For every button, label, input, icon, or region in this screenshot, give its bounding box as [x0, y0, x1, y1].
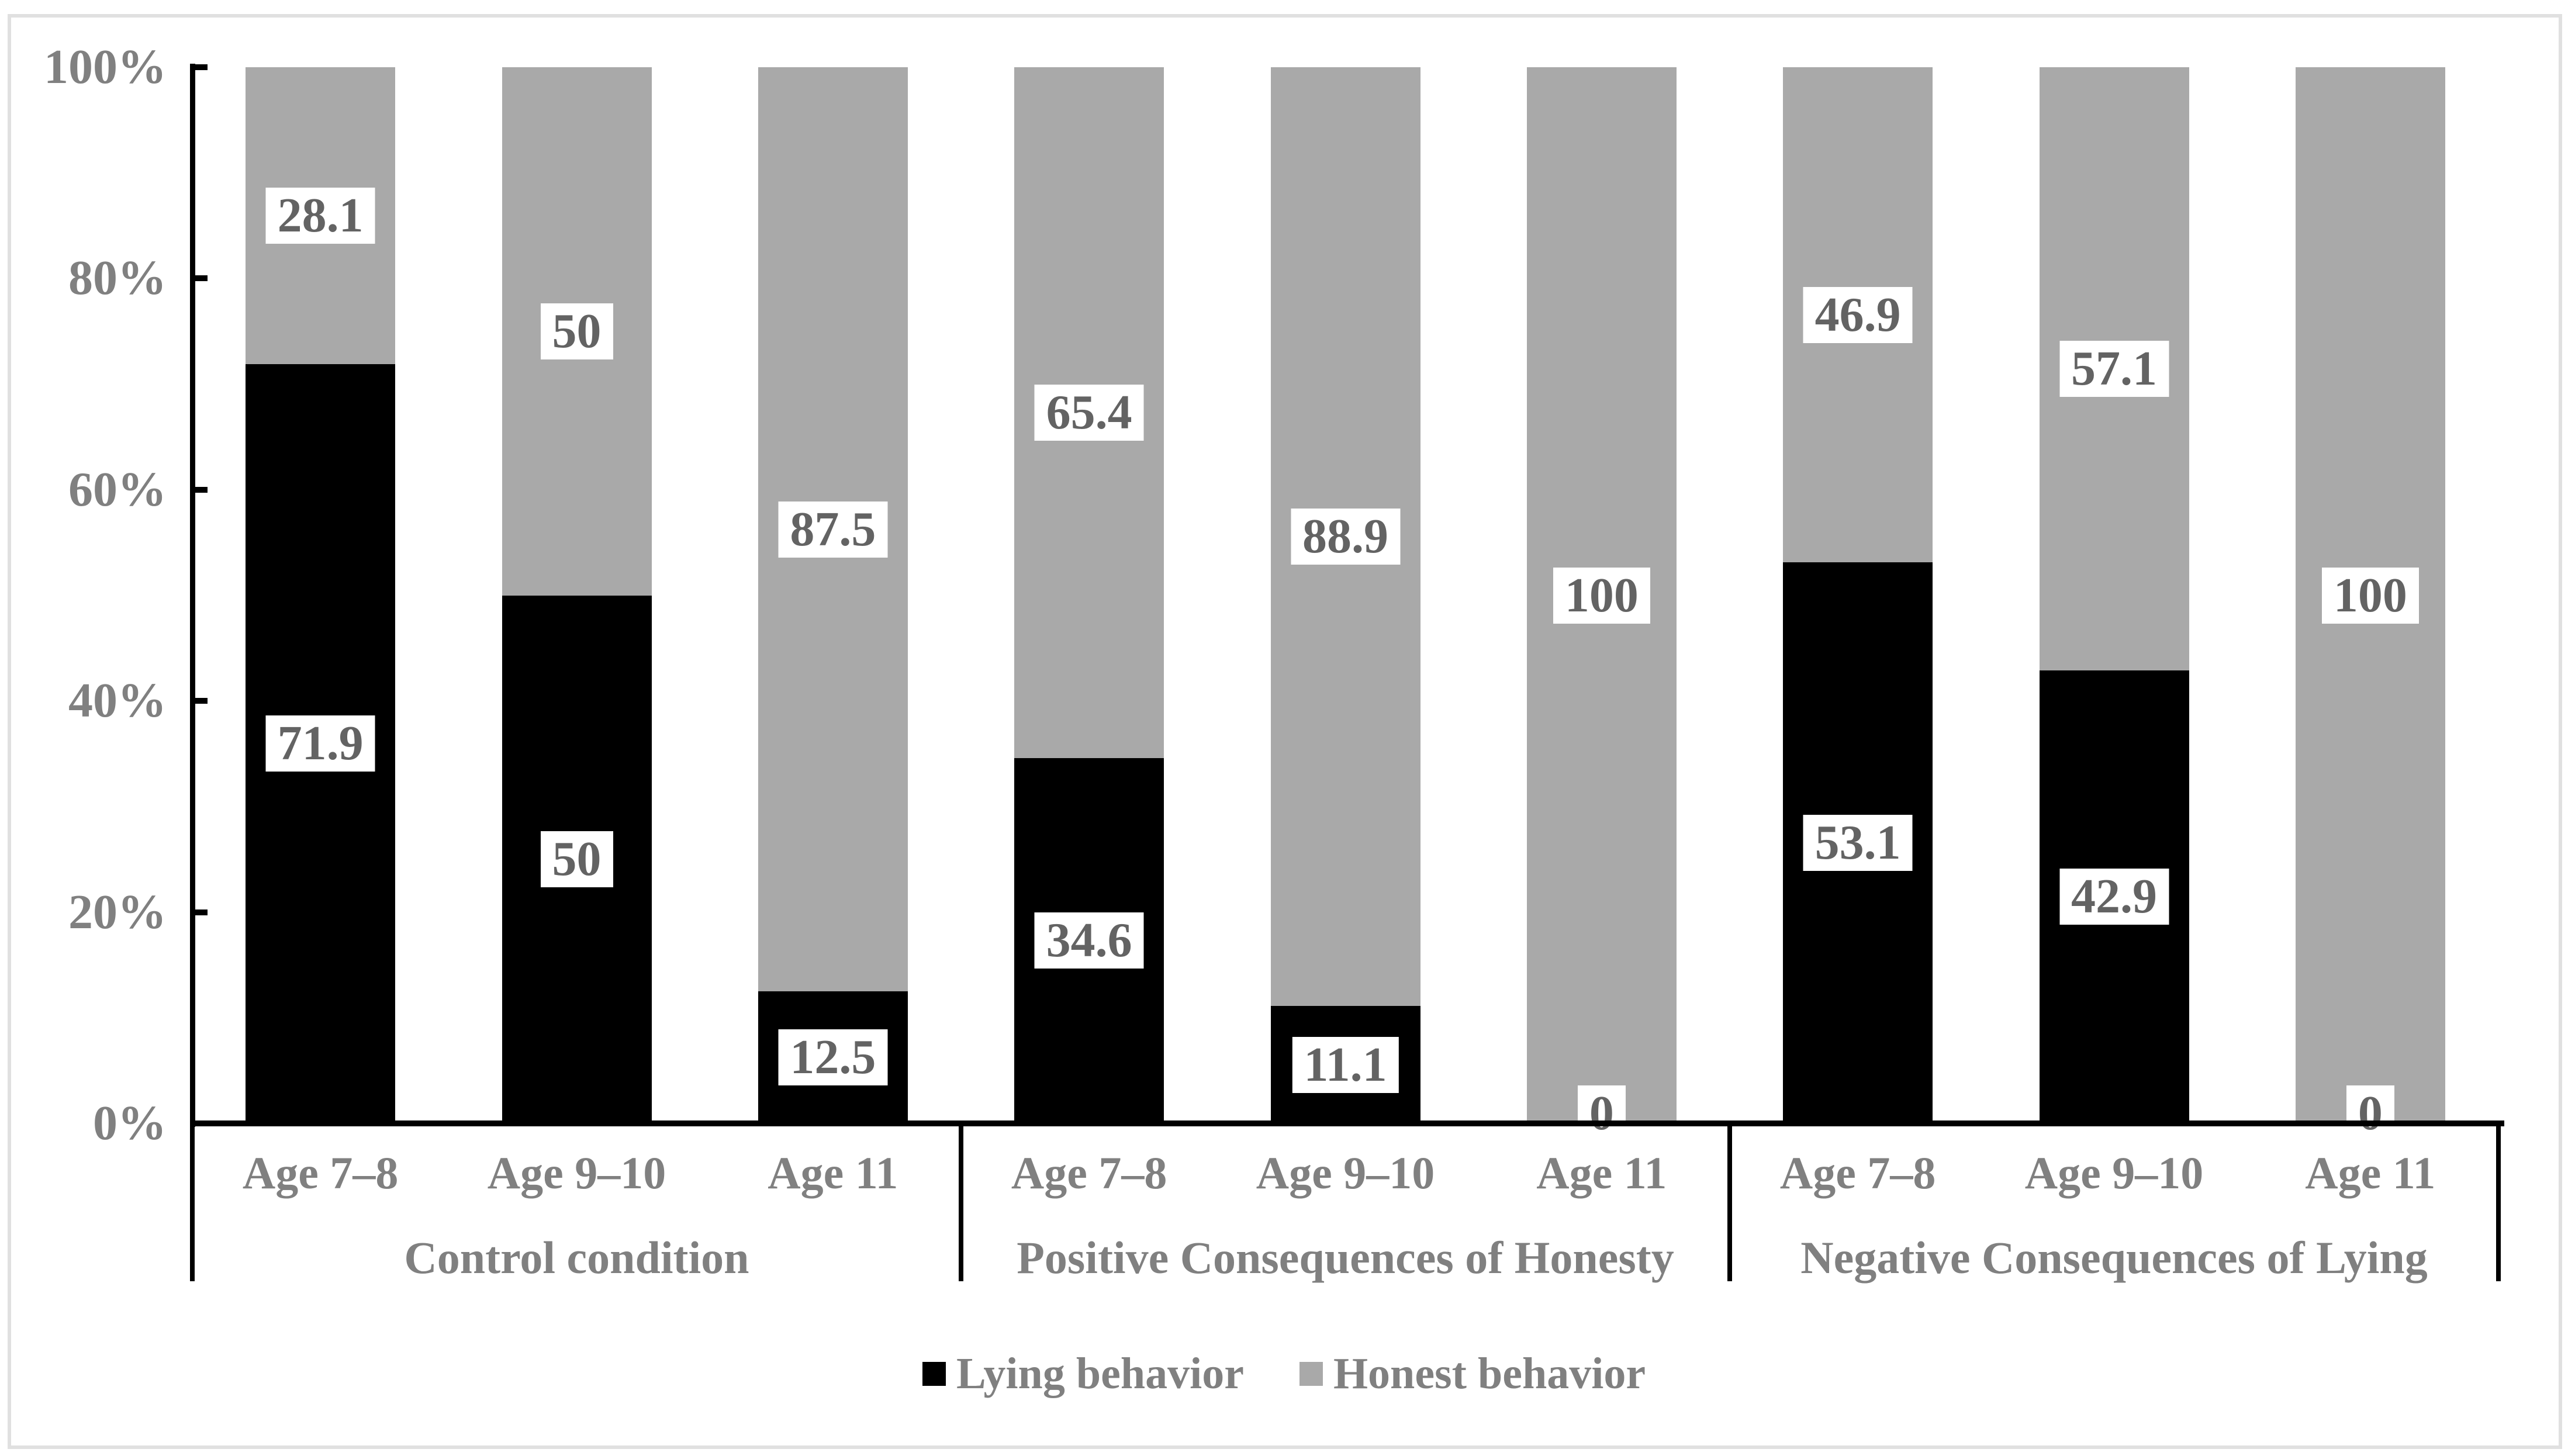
y-tick-label: 40%	[68, 673, 167, 728]
data-label: 12.5	[778, 1029, 888, 1086]
y-tick	[194, 64, 208, 70]
y-axis-line	[189, 64, 195, 1127]
category-label: Age 9–10	[2024, 1147, 2204, 1198]
data-label: 11.1	[1292, 1036, 1399, 1093]
y-tick-label: 0%	[93, 1096, 167, 1150]
data-label: 0	[1577, 1085, 1626, 1142]
y-tick-label: 60%	[68, 462, 167, 517]
group-divider	[2496, 1126, 2501, 1281]
legend-item: Lying behavior	[922, 1351, 1244, 1396]
group-label: Positive Consequences of Honesty	[1017, 1232, 1674, 1283]
data-label: 100	[1553, 567, 1650, 624]
category-label: Age 7–8	[242, 1147, 399, 1198]
data-label: 100	[2321, 567, 2419, 624]
data-label: 57.1	[2059, 340, 2169, 397]
y-tick	[194, 698, 208, 704]
category-label: Age 11	[1536, 1147, 1667, 1198]
legend-label: Honest behavior	[1333, 1349, 1646, 1398]
y-tick-label: 20%	[68, 884, 167, 939]
group-divider	[190, 1126, 195, 1281]
group-label: Negative Consequences of Lying	[1800, 1232, 2428, 1283]
group-divider	[1727, 1126, 1732, 1281]
legend-swatch-honest	[1299, 1361, 1323, 1386]
group-label: Control condition	[404, 1232, 749, 1283]
y-tick	[194, 275, 208, 282]
data-label: 42.9	[2059, 869, 2169, 925]
category-label: Age 9–10	[1256, 1147, 1435, 1198]
data-label: 50	[540, 831, 613, 888]
data-label: 71.9	[265, 715, 375, 772]
legend: Lying behavior Honest behavior	[0, 1351, 2568, 1396]
data-label: 46.9	[1803, 286, 1913, 343]
category-label: Age 7–8	[1779, 1147, 1936, 1198]
y-tick-label: 80%	[68, 251, 167, 306]
data-label: 88.9	[1291, 509, 1400, 565]
data-label: 53.1	[1803, 815, 1913, 871]
y-tick	[194, 486, 208, 493]
legend-label: Lying behavior	[956, 1349, 1244, 1398]
legend-swatch-lying	[922, 1361, 946, 1386]
category-label: Age 11	[2305, 1147, 2436, 1198]
data-label: 50	[540, 303, 613, 359]
data-label: 28.1	[265, 187, 375, 244]
category-label: Age 9–10	[487, 1147, 666, 1198]
group-divider	[959, 1126, 963, 1281]
category-label: Age 11	[768, 1147, 898, 1198]
data-label: 65.4	[1034, 384, 1144, 441]
y-tick-label: 100%	[44, 40, 167, 94]
data-label: 87.5	[778, 501, 888, 558]
y-tick	[194, 909, 208, 915]
x-axis-line	[189, 1120, 2504, 1126]
legend-item: Honest behavior	[1299, 1351, 1646, 1396]
data-label: 0	[2346, 1085, 2394, 1142]
category-label: Age 7–8	[1011, 1147, 1167, 1198]
data-label: 34.6	[1034, 912, 1144, 969]
